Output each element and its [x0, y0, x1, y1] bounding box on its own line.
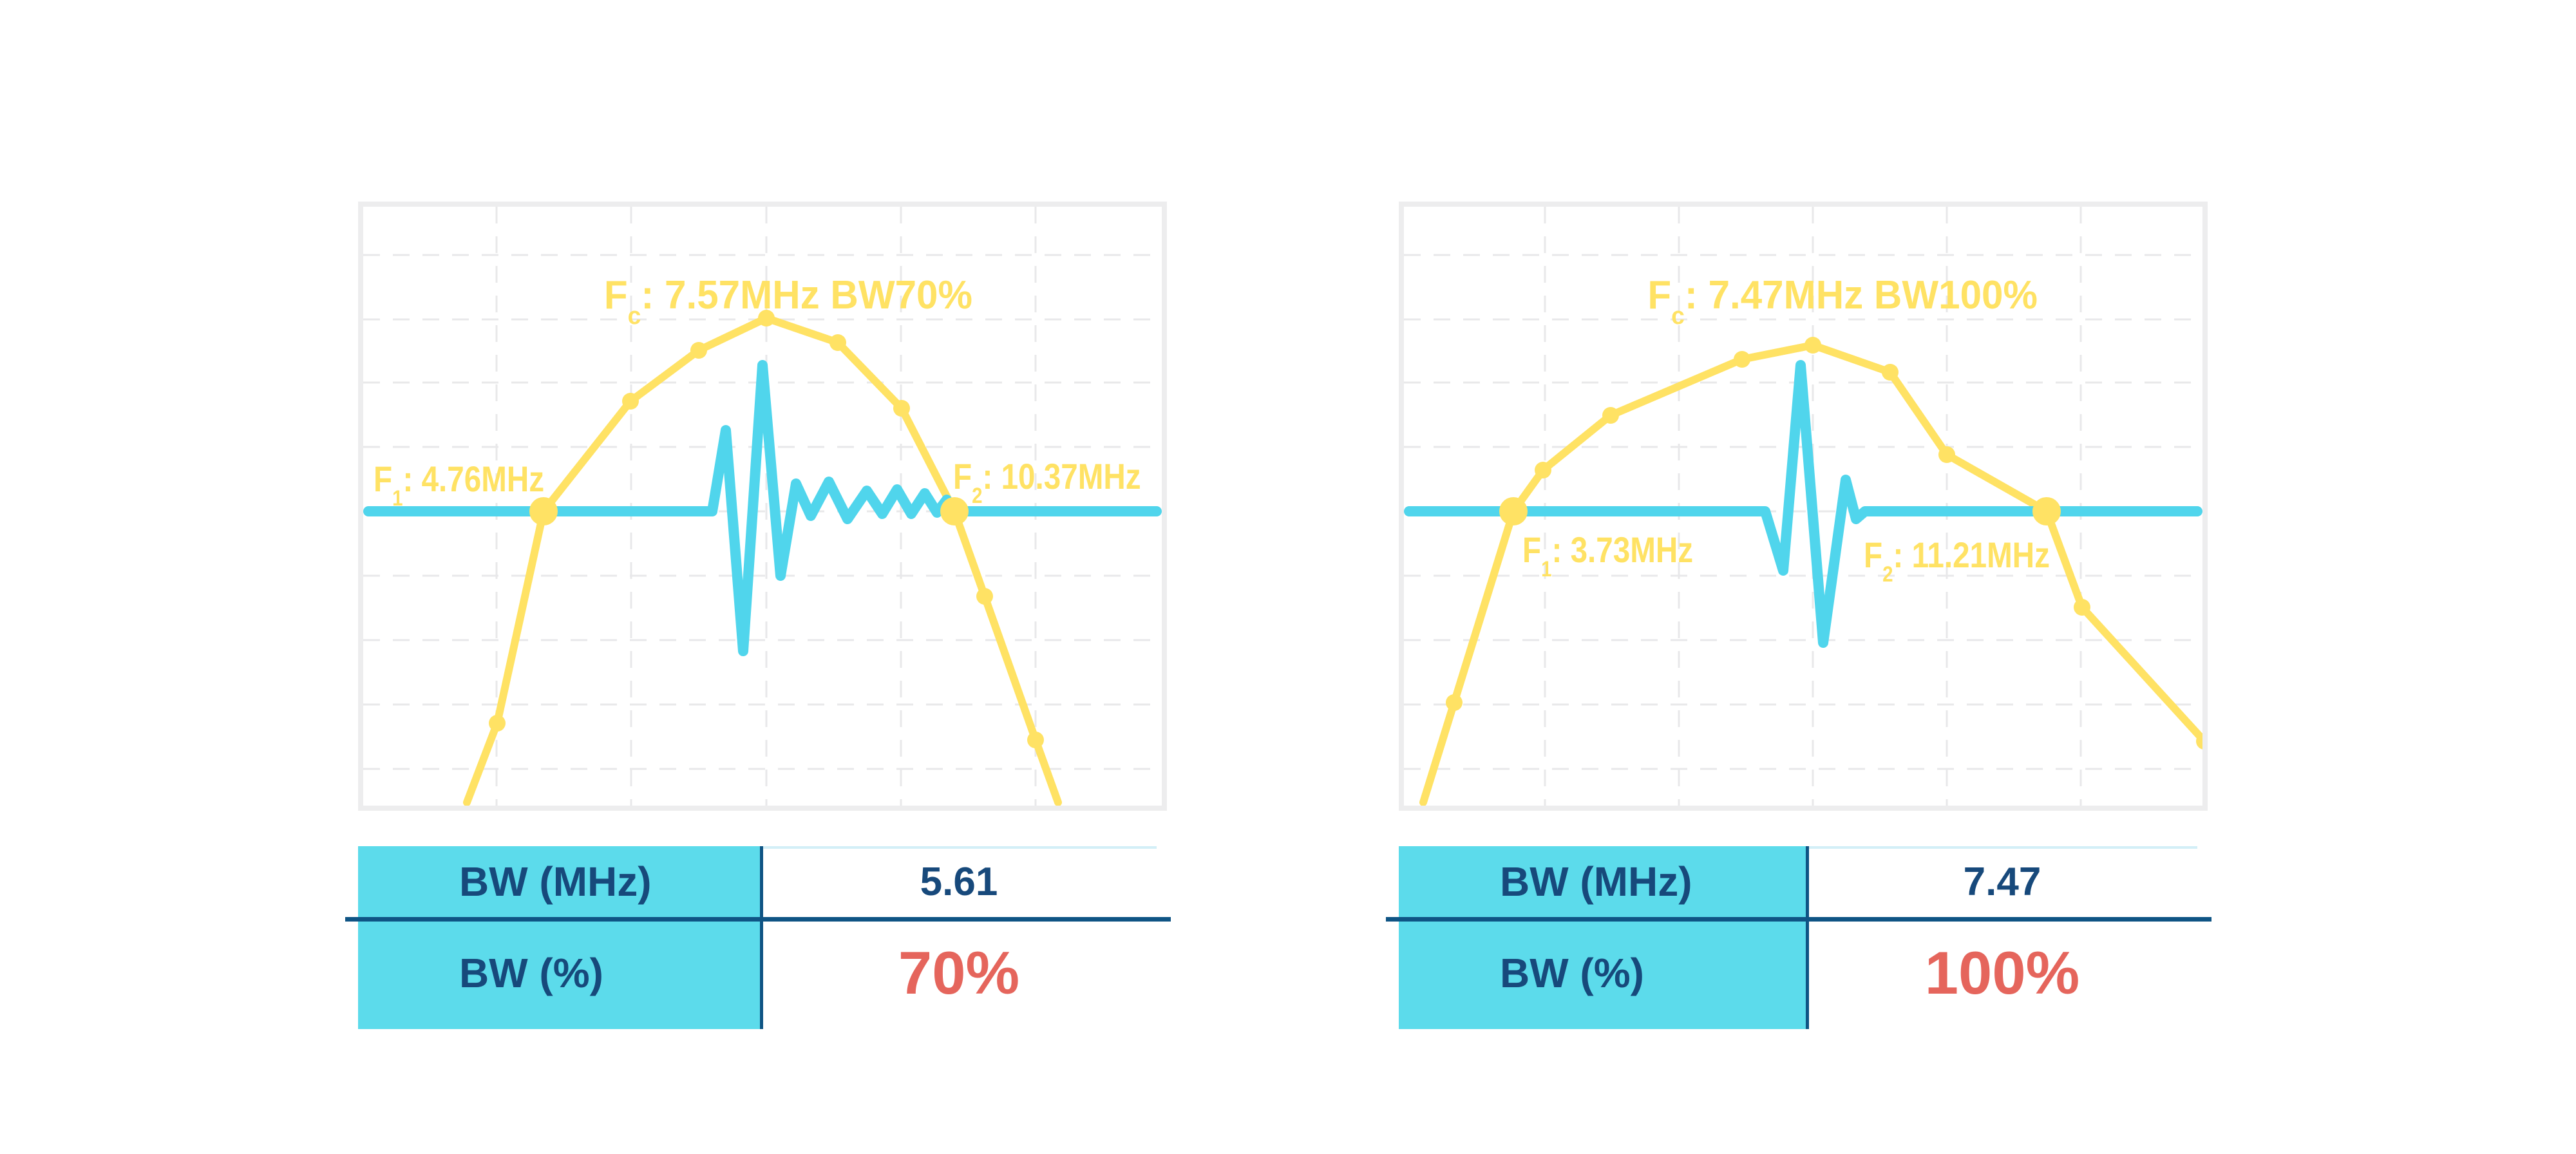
- table-header-column: [1399, 846, 1807, 1029]
- table-row-value: 100%: [1924, 939, 2080, 1007]
- table-top-border: [1807, 846, 2197, 849]
- spectrum-chart: [363, 207, 1162, 806]
- table-column-divider: [1806, 846, 1809, 1029]
- table-row-label: BW (MHz): [1500, 858, 1692, 905]
- bandwidth-table: BW (MHz) 5.61 BW (%) 70%: [345, 846, 1171, 1029]
- panel-bw100: Fc: 7.47MHz BW100% F1: 3.73MHz F2: 11.21…: [1386, 0, 2211, 1154]
- table-row-divider: [1386, 917, 2211, 922]
- f2-annotation: F2: 10.37MHz: [953, 456, 1141, 508]
- table-column-divider: [760, 846, 763, 1029]
- table-row-label: BW (MHz): [459, 858, 652, 905]
- spectrum-plot-bw70: Fc: 7.57MHz BW70% F1: 4.76MHz F2: 10.37M…: [358, 202, 1167, 811]
- spectrum-chart: [1404, 207, 2202, 806]
- plot-title-text: Fc: 7.47MHz BW100%: [1647, 273, 2038, 330]
- table-header-column: [358, 846, 761, 1029]
- table-row-label: BW (%): [459, 950, 603, 996]
- table-row-divider: [345, 917, 1171, 922]
- spectrum-plot-bw100: Fc: 7.47MHz BW100% F1: 3.73MHz F2: 11.21…: [1399, 202, 2208, 811]
- table-row-value: 70%: [898, 939, 1020, 1007]
- table-row-value: 5.61: [920, 859, 998, 904]
- f1-annotation: F1: 3.73MHz: [1522, 529, 1694, 582]
- f2-annotation: F2: 11.21MHz: [1864, 534, 2050, 587]
- table-row-label: BW (%): [1500, 950, 1644, 996]
- table-top-border: [761, 846, 1157, 849]
- panel-bw70: Fc: 7.57MHz BW70% F1: 4.76MHz F2: 10.37M…: [345, 0, 1171, 1154]
- bandwidth-table: BW (MHz) 7.47 BW (%) 100%: [1386, 846, 2211, 1029]
- plot-title-text: Fc: 7.57MHz BW70%: [603, 273, 973, 330]
- f1-annotation: F1: 4.76MHz: [374, 459, 545, 511]
- table-row-value: 7.47: [1963, 859, 2041, 904]
